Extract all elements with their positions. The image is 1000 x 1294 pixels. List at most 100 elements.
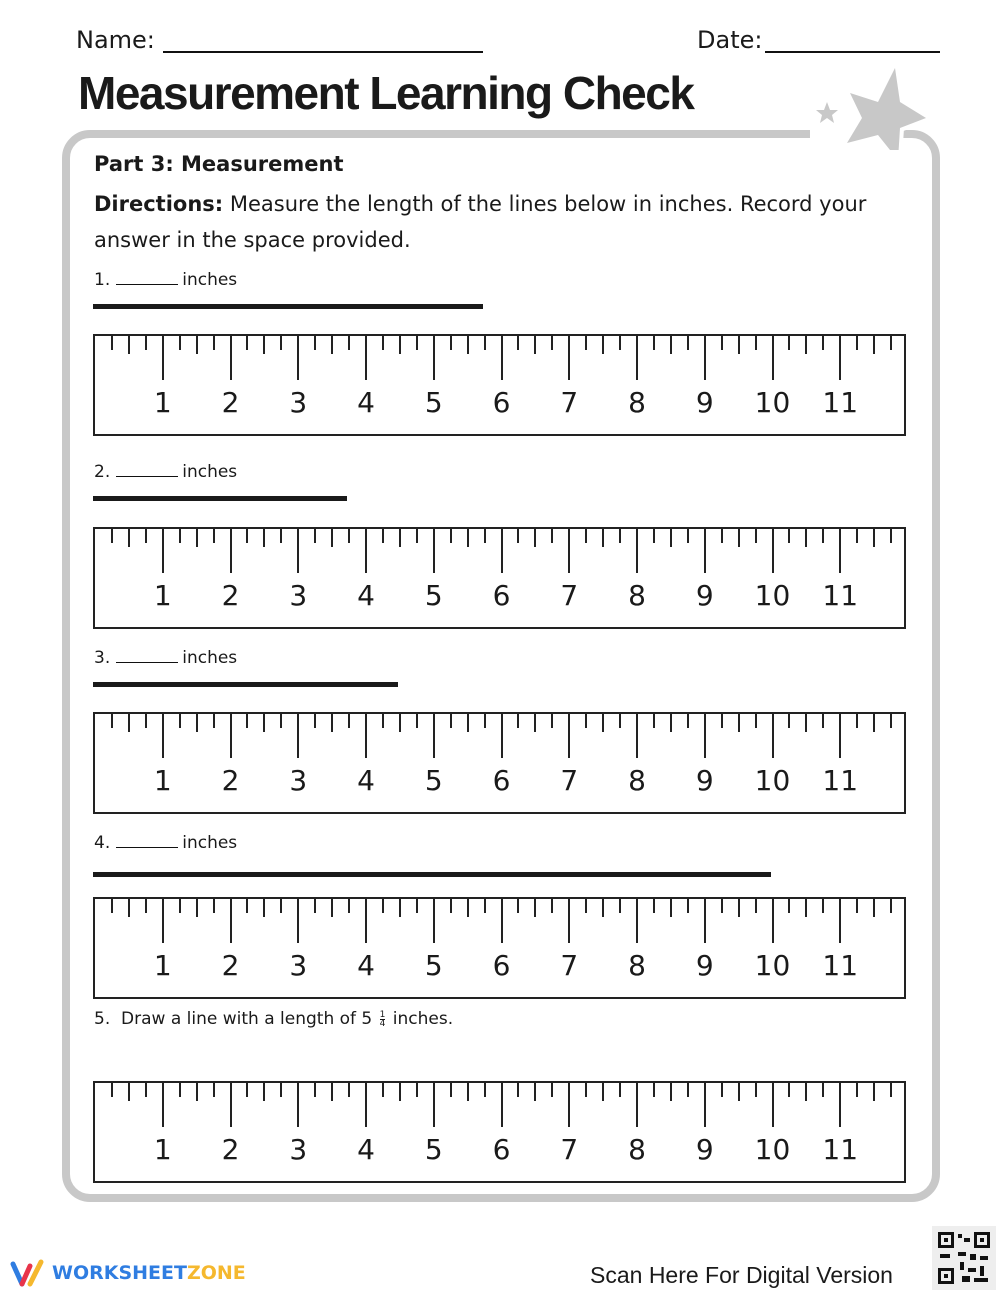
- quarter-tick: [873, 899, 876, 917]
- quarter-tick: [263, 1083, 266, 1101]
- ruler-number: 5: [424, 386, 443, 419]
- quarter-tick: [314, 1083, 317, 1097]
- quarter-tick: [585, 1083, 588, 1097]
- quarter-tick: [602, 529, 605, 547]
- quarter-tick: [195, 529, 198, 547]
- ruler: 1 2 3 4 5 6 7 8 9 10 11: [93, 712, 906, 814]
- quarter-tick: [178, 529, 181, 543]
- ruler-number: 2: [221, 579, 240, 612]
- inch-tick: [703, 1083, 706, 1127]
- quarter-tick: [348, 336, 351, 350]
- ruler-number: 4: [357, 579, 375, 612]
- worksheetzone-logo: WORKSHEETZONE: [52, 1262, 246, 1284]
- quarter-tick: [754, 529, 757, 543]
- inch-tick: [568, 529, 571, 573]
- quarter-tick: [737, 714, 740, 732]
- inch-tick: [703, 336, 706, 380]
- quarter-tick: [669, 1083, 672, 1101]
- measure-line: [93, 304, 483, 309]
- quarter-tick: [449, 714, 452, 728]
- question-number: 5.: [94, 1009, 111, 1029]
- quarter-tick: [619, 336, 622, 350]
- quarter-tick: [788, 529, 791, 543]
- quarter-tick: [127, 336, 130, 354]
- quarter-tick: [652, 899, 655, 913]
- ruler-number: 9: [695, 764, 714, 797]
- inch-tick: [636, 899, 638, 943]
- quarter-tick: [415, 336, 418, 350]
- quarter-tick: [517, 1083, 520, 1097]
- quarter-tick: [314, 529, 317, 543]
- inch-tick: [703, 714, 706, 758]
- inch-tick: [771, 529, 774, 573]
- quarter-tick: [805, 529, 808, 547]
- quarter-tick: [144, 336, 147, 350]
- inch-tick: [636, 714, 638, 758]
- ruler-number: 3: [289, 764, 308, 797]
- quarter-tick: [517, 336, 520, 350]
- answer-blank[interactable]: [116, 662, 179, 663]
- quarter-tick: [720, 529, 723, 543]
- quarter-tick: [737, 529, 740, 547]
- quarter-tick: [415, 1083, 418, 1097]
- inch-tick: [500, 1083, 503, 1127]
- inch-tick: [229, 1083, 232, 1127]
- inch-tick: [432, 1083, 435, 1127]
- inch-tick: [297, 714, 300, 758]
- quarter-tick: [280, 714, 283, 728]
- quarter-tick: [822, 714, 825, 728]
- ruler-number: 1: [153, 1133, 172, 1166]
- quarter-tick: [856, 899, 859, 913]
- quarter-tick: [331, 529, 334, 547]
- quarter-tick: [483, 336, 486, 350]
- quarter-tick: [720, 336, 723, 350]
- ruler-number: 10: [754, 386, 791, 419]
- quarter-tick: [348, 1083, 351, 1097]
- quarter-tick: [398, 899, 401, 917]
- quarter-tick: [314, 714, 317, 728]
- answer-blank[interactable]: [116, 284, 179, 285]
- name-field[interactable]: [163, 51, 483, 53]
- inch-tick: [568, 714, 571, 758]
- qr-code-icon[interactable]: [932, 1226, 996, 1290]
- quarter-tick: [466, 336, 469, 354]
- quarter-tick: [602, 336, 605, 354]
- quarter-tick: [449, 1083, 452, 1097]
- answer-blank[interactable]: [116, 476, 179, 477]
- answer-blank[interactable]: [116, 847, 179, 848]
- inch-tick: [568, 1083, 571, 1127]
- inch-tick: [161, 714, 164, 758]
- quarter-tick: [415, 714, 418, 728]
- quarter-tick: [483, 529, 486, 543]
- quarter-tick: [534, 529, 537, 547]
- date-label: Date:: [697, 26, 763, 54]
- quarter-tick: [381, 336, 384, 350]
- ruler-number: 4: [357, 764, 375, 797]
- quarter-tick: [517, 529, 520, 543]
- ruler-number: 6: [492, 386, 511, 419]
- ruler-number: 5: [424, 949, 443, 982]
- part-heading: Part 3: Measurement: [94, 152, 344, 176]
- date-field[interactable]: [765, 51, 940, 53]
- measure-line: [93, 682, 398, 687]
- inch-tick: [432, 714, 435, 758]
- quarter-tick: [398, 529, 401, 547]
- quarter-tick: [449, 529, 452, 543]
- quarter-tick: [449, 899, 452, 913]
- quarter-tick: [754, 899, 757, 913]
- quarter-tick: [178, 899, 181, 913]
- quarter-tick: [517, 714, 520, 728]
- quarter-tick: [873, 529, 876, 547]
- inch-tick: [297, 336, 300, 380]
- ruler-number: 3: [289, 579, 308, 612]
- ruler-number: 6: [492, 579, 511, 612]
- ruler-number: 11: [822, 579, 859, 612]
- quarter-tick: [110, 336, 113, 350]
- question-number: 2.: [94, 462, 111, 482]
- quarter-tick: [212, 529, 215, 543]
- quarter-tick: [263, 336, 266, 354]
- ruler-number: 7: [560, 764, 579, 797]
- quarter-tick: [754, 714, 757, 728]
- ruler-number: 6: [492, 1133, 511, 1166]
- quarter-tick: [212, 1083, 215, 1097]
